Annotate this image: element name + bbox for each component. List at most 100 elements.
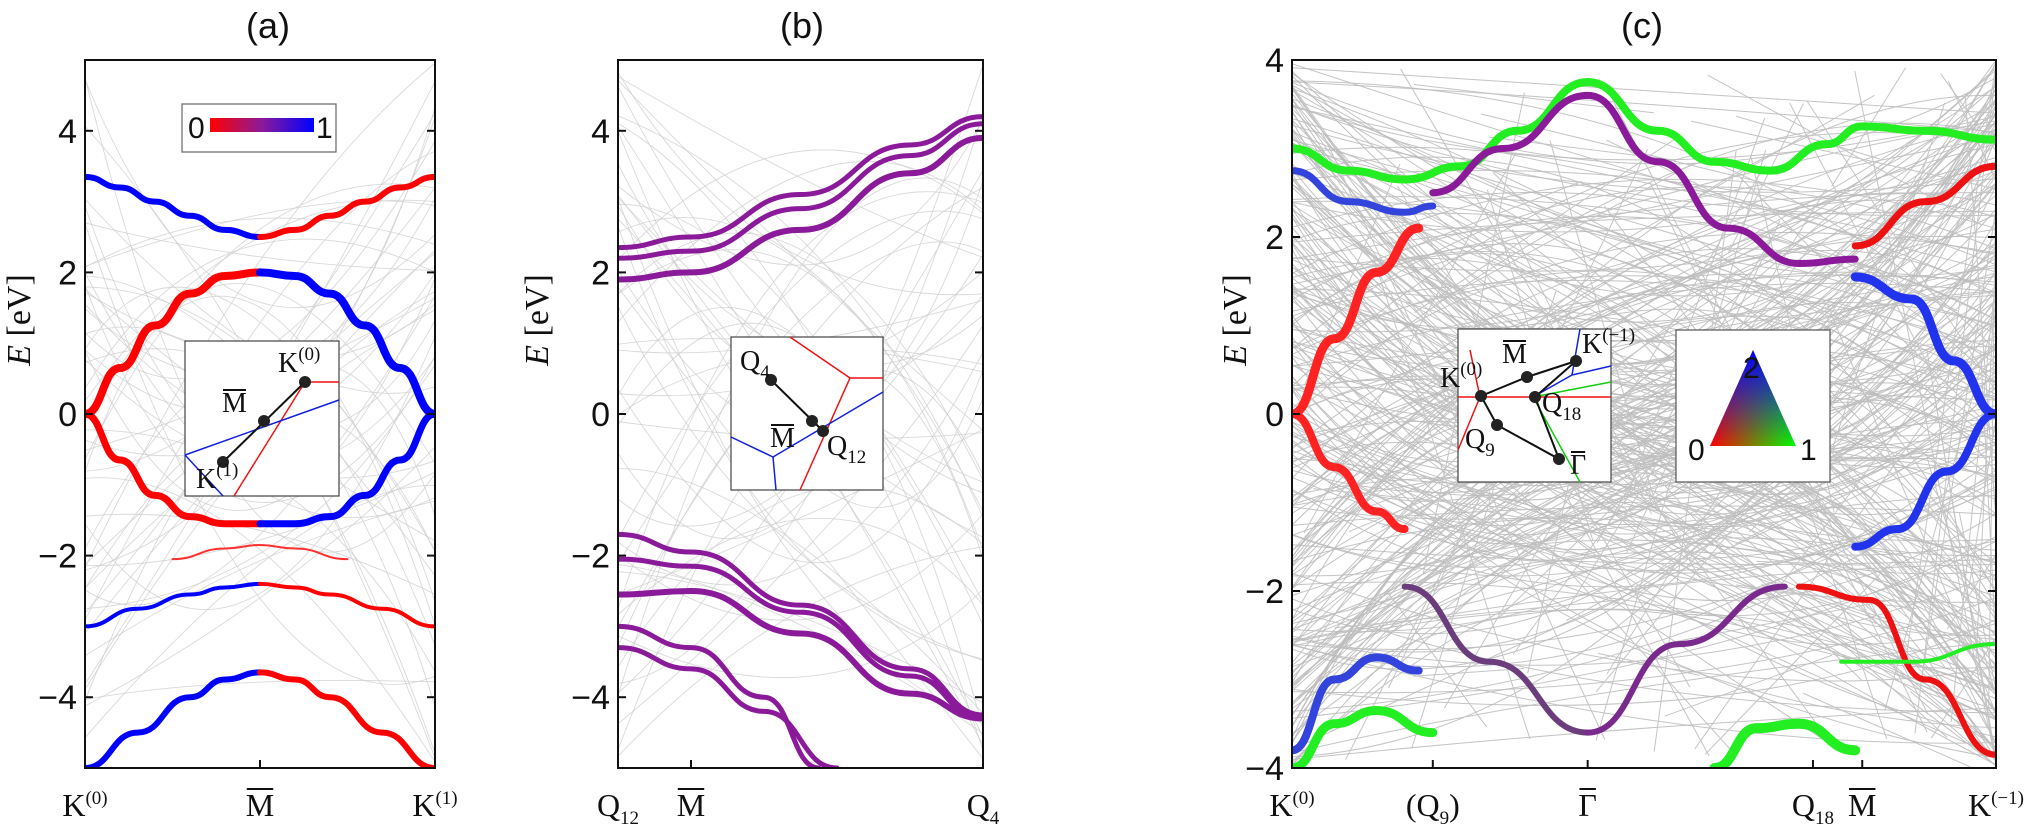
bg-band	[1606, 139, 1958, 312]
bg-band	[1435, 162, 1694, 304]
series-a-band-4-right	[257, 669, 435, 768]
inset-b-label-1: M	[770, 423, 795, 454]
xtick-label-b-2-base: Q	[967, 787, 990, 823]
bg-band	[618, 210, 983, 540]
panel-b-inset: Q4M Q12	[730, 336, 884, 491]
xtick-label-a-0-base: K	[62, 787, 85, 823]
bg-band	[85, 679, 435, 700]
bg-band	[618, 76, 983, 258]
bg-band	[1664, 654, 1833, 717]
ytick-label-a: 4	[58, 113, 77, 151]
bg-band	[1958, 513, 1996, 690]
bg-band	[1292, 249, 1996, 568]
bg-band	[1930, 637, 1996, 739]
bg-band	[85, 477, 435, 762]
bg-band	[85, 217, 435, 268]
plot-area-c	[1292, 60, 1996, 768]
inset-c-red-3	[1457, 396, 1481, 451]
bg-band	[1292, 120, 1996, 317]
xtick-label-c-1-base: (Q	[1406, 787, 1440, 823]
series-c-green-top-right	[1583, 78, 1996, 175]
colorbar-legend: 0 1	[181, 103, 337, 153]
inset-c-label-1-base: M	[1502, 339, 1527, 370]
ytick-label-c: −4	[1245, 750, 1284, 788]
bg-band	[1687, 505, 1948, 738]
bg-band	[618, 369, 983, 563]
bg-band	[1884, 311, 1996, 711]
xtick-label-a-2-sup: (1)	[435, 788, 457, 809]
inset-a-label-1: M	[222, 388, 247, 419]
bg-band	[1946, 554, 1996, 629]
bg-band	[1292, 157, 1996, 233]
bg-band	[1392, 175, 1556, 273]
bg-band	[1363, 247, 1470, 430]
bg-band	[1806, 100, 1996, 392]
bg-band	[1292, 86, 1996, 455]
panel-c-title: (c)	[1621, 5, 1663, 46]
bg-band	[1292, 213, 1996, 494]
series-c-red-top-right	[1851, 162, 1996, 250]
bg-band	[618, 115, 983, 518]
bg-band	[1292, 416, 1996, 744]
bg-band	[618, 169, 983, 694]
inset-c-blue-1	[1571, 328, 1581, 376]
series-a-upper-right	[257, 173, 435, 240]
bg-band	[618, 468, 983, 714]
bg-band	[1292, 307, 1996, 535]
bg-band	[1292, 67, 1996, 114]
xtick-label-c-1: (Q9)	[1406, 787, 1460, 829]
ytick-label-b: 4	[591, 113, 610, 151]
bg-band	[1292, 207, 1996, 398]
bg-band	[85, 513, 435, 595]
bg-band	[1292, 433, 1996, 704]
panel-a-title: (a)	[246, 5, 290, 46]
bg-band	[1292, 619, 1996, 706]
inset-c-point-m	[1521, 371, 1533, 383]
bg-band	[1977, 185, 1996, 222]
bg-band	[1292, 294, 1996, 528]
bg-band	[1400, 68, 1701, 579]
ylabel-unit: [eV]	[1217, 274, 1254, 345]
bg-band	[618, 198, 983, 724]
bg-band	[1292, 120, 1996, 323]
bg-band	[618, 161, 983, 323]
bg-band	[1749, 335, 1948, 533]
panel-b-ylabel: E [eV]	[519, 274, 556, 367]
colorbar-gradient	[210, 118, 314, 132]
inset-a-blue-edge	[184, 399, 340, 456]
bg-band	[1292, 563, 1996, 643]
bg-band	[1292, 106, 1996, 256]
bg-band	[85, 336, 435, 610]
inset-c-label-2: K(−1)	[1582, 325, 1635, 360]
bg-band	[1292, 644, 1996, 744]
bg-band	[1292, 293, 1996, 401]
bg-band	[618, 306, 983, 662]
xtick-label-b-1-base: M	[677, 787, 705, 823]
series-a-cone-low-right	[256, 410, 435, 528]
inset-b-label-0-base: Q	[740, 346, 760, 377]
bg-band	[1292, 67, 1996, 329]
xtick-label-c-4-base: M	[1848, 787, 1876, 823]
bg-band	[1292, 112, 1996, 487]
bg-band	[1808, 507, 1888, 740]
bg-band	[1292, 87, 1996, 481]
ytick-label-a: 2	[58, 254, 77, 292]
inset-c-red-2	[1469, 349, 1481, 398]
bg-band	[1292, 389, 1996, 759]
bg-band	[1927, 459, 1996, 696]
bg-band	[1292, 81, 1996, 635]
ytick-label-c: 2	[1265, 219, 1284, 257]
bg-band	[1694, 319, 1996, 750]
series-b-l5	[618, 623, 822, 768]
xtick-label-a-2: K(1)	[412, 787, 457, 823]
inset-c-label-1: M	[1502, 339, 1527, 370]
xtick-label-a-2-base: K	[412, 787, 435, 823]
bg-band	[1414, 135, 1681, 313]
inset-b-label-1-base: M	[770, 423, 795, 454]
inset-a-labels: K(0)MK(1)	[196, 344, 320, 495]
bg-band	[1292, 253, 1996, 562]
bg-band	[1292, 301, 1996, 552]
series-b-u2	[618, 121, 983, 261]
